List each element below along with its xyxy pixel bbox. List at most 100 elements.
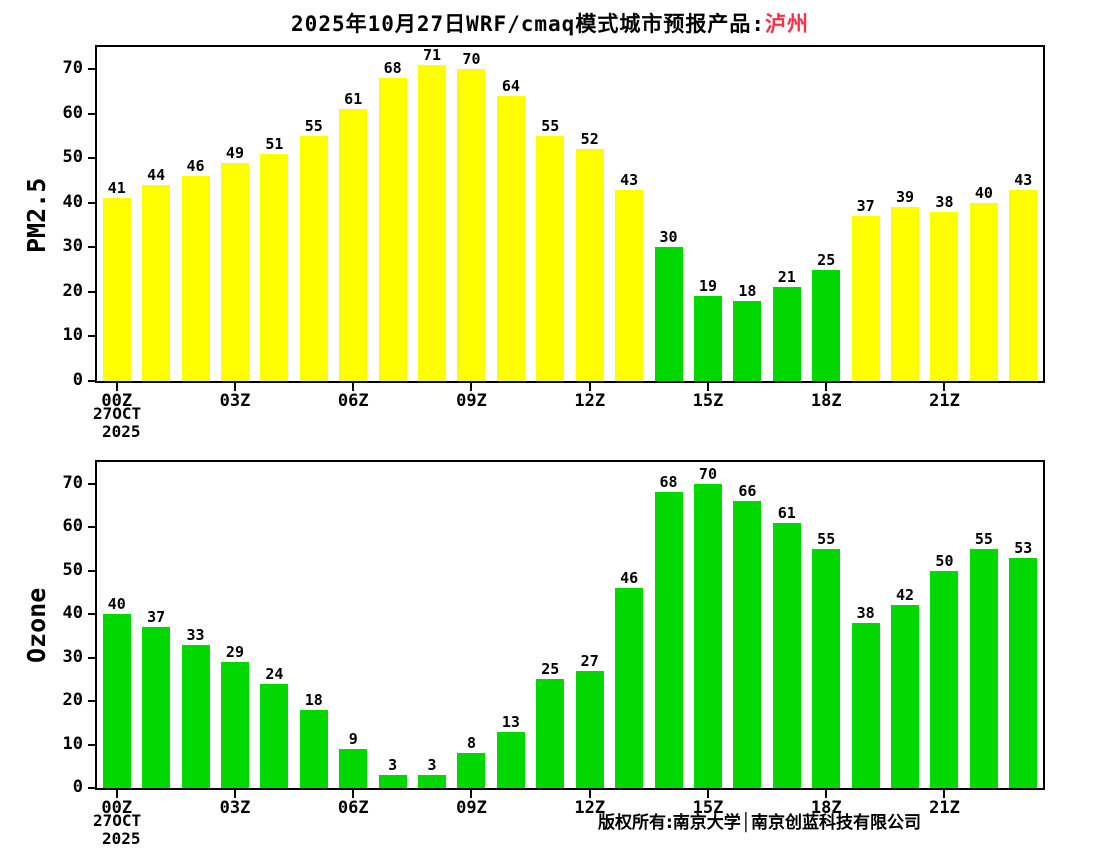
x-axis-tick xyxy=(706,790,709,798)
x-tick-label: 12Z xyxy=(574,798,606,818)
bar-value-label: 61 xyxy=(777,503,796,522)
bar xyxy=(733,300,762,381)
bar xyxy=(969,548,998,788)
x-axis-tick xyxy=(943,383,946,391)
bar-value-label: 19 xyxy=(698,277,717,296)
x-tick-label: 21Z xyxy=(929,391,960,411)
bar xyxy=(1009,557,1038,788)
x-tick-label: 06Z xyxy=(337,391,369,411)
bar xyxy=(496,731,525,788)
bar xyxy=(1009,189,1038,381)
bar-value-label: 52 xyxy=(580,130,599,149)
bar-value-label: 46 xyxy=(186,157,205,176)
bar xyxy=(102,614,131,788)
y-axis-tick xyxy=(88,157,96,160)
bar xyxy=(654,492,683,788)
y-axis-tick xyxy=(88,613,96,616)
y-axis-tick xyxy=(88,526,96,529)
title-text: 2025年10月27日WRF/cmaq模式城市预报产品: xyxy=(291,12,765,36)
x-tick-label: 03Z xyxy=(219,391,251,411)
y-axis-tick xyxy=(88,743,96,746)
x-tick-label: 06Z xyxy=(337,798,369,818)
bar-value-label: 27 xyxy=(580,651,599,670)
y-tick-label: 60 xyxy=(62,102,83,123)
bar xyxy=(615,189,644,381)
y-tick-label: 70 xyxy=(62,58,83,79)
x-axis-date-label: 27OCT 2025 xyxy=(93,404,142,441)
bar-value-label: 51 xyxy=(265,134,284,153)
copyright-text: 版权所有:南京大学│南京创蓝科技有限公司 xyxy=(598,813,922,833)
y-axis-tick xyxy=(88,787,96,789)
x-axis-tick xyxy=(115,790,118,798)
x-axis-tick xyxy=(115,383,118,391)
bar xyxy=(181,176,210,381)
bar-value-label: 39 xyxy=(896,188,915,207)
x-axis-tick xyxy=(943,790,946,798)
bar-value-label: 64 xyxy=(501,77,520,95)
x-tick-label: 15Z xyxy=(692,798,724,818)
bar xyxy=(575,149,604,381)
y-tick-label: 40 xyxy=(62,191,83,212)
page-title: 2025年10月27日WRF/cmaq模式城市预报产品:泸州 xyxy=(0,8,1100,38)
bar-value-label: 68 xyxy=(659,473,678,492)
y-axis-tick xyxy=(88,482,96,485)
bar-value-label: 55 xyxy=(541,117,560,136)
x-axis-tick xyxy=(233,383,236,391)
y-tick-label: 10 xyxy=(62,733,83,754)
bar-value-label: 53 xyxy=(1014,538,1033,557)
bar-value-label: 40 xyxy=(107,595,126,614)
x-tick-label: 00Z xyxy=(101,798,133,818)
bar-value-label: 70 xyxy=(698,464,717,483)
bar xyxy=(220,661,249,788)
bar xyxy=(457,753,486,788)
bar-value-label: 41 xyxy=(107,179,126,198)
y-tick-label: 60 xyxy=(62,516,83,537)
y-tick-label: 30 xyxy=(62,236,83,257)
x-tick-label: 00Z xyxy=(101,391,133,411)
y-axis-tick xyxy=(88,68,96,71)
x-axis-tick xyxy=(470,790,473,798)
bar-value-label: 29 xyxy=(225,642,244,661)
bar-value-label: 3 xyxy=(388,755,398,774)
bar xyxy=(102,198,131,381)
y-tick-label: 0 xyxy=(72,370,83,390)
y-axis-tick xyxy=(88,112,96,115)
x-tick-label: 12Z xyxy=(574,391,606,411)
bar xyxy=(693,296,722,381)
x-tick-label: 21Z xyxy=(929,798,960,818)
x-tick-label: 03Z xyxy=(219,798,251,818)
bar-value-label: 8 xyxy=(466,734,476,753)
bar xyxy=(812,548,841,788)
y-tick-label: 20 xyxy=(62,690,83,711)
bar-value-label: 43 xyxy=(1014,170,1033,189)
bar xyxy=(418,774,447,788)
bar xyxy=(299,709,328,788)
bar xyxy=(260,683,289,788)
bar-value-label: 68 xyxy=(383,59,402,78)
y-tick-label: 50 xyxy=(62,147,83,168)
ozone-chart: 40 37 33 29 24 18 9 3 3 8 13 25 27 46 68 70 66 61 55 38 42 50… xyxy=(63,460,1045,848)
bar-value-label: 66 xyxy=(738,482,757,501)
bar xyxy=(930,211,959,381)
x-axis-tick xyxy=(706,383,709,391)
bar-value-label: 46 xyxy=(620,569,639,588)
bar-value-label: 55 xyxy=(817,529,836,548)
pm25-chart: 41 44 46 49 51 55 61 68 71 70 64 55 52 43 30 19 18 21 25 37… xyxy=(63,45,1045,441)
x-axis-date-label: 27OCT 2025 xyxy=(93,811,142,848)
bar xyxy=(851,216,880,381)
bar xyxy=(654,247,683,381)
bar xyxy=(536,136,565,381)
x-axis-tick xyxy=(588,790,591,798)
y-tick-label: 50 xyxy=(62,559,83,580)
bar-value-label: 25 xyxy=(817,250,836,269)
bar-value-label: 70 xyxy=(462,50,481,69)
bar-value-label: 18 xyxy=(738,281,757,300)
x-tick-label: 18Z xyxy=(810,391,842,411)
bar xyxy=(339,748,368,788)
x-axis-tick xyxy=(470,383,473,391)
bar-value-label: 38 xyxy=(856,603,875,622)
x-axis-tick xyxy=(352,790,355,798)
bar xyxy=(378,774,407,788)
bar-value-label: 24 xyxy=(265,664,284,683)
x-axis-tick xyxy=(825,790,828,798)
